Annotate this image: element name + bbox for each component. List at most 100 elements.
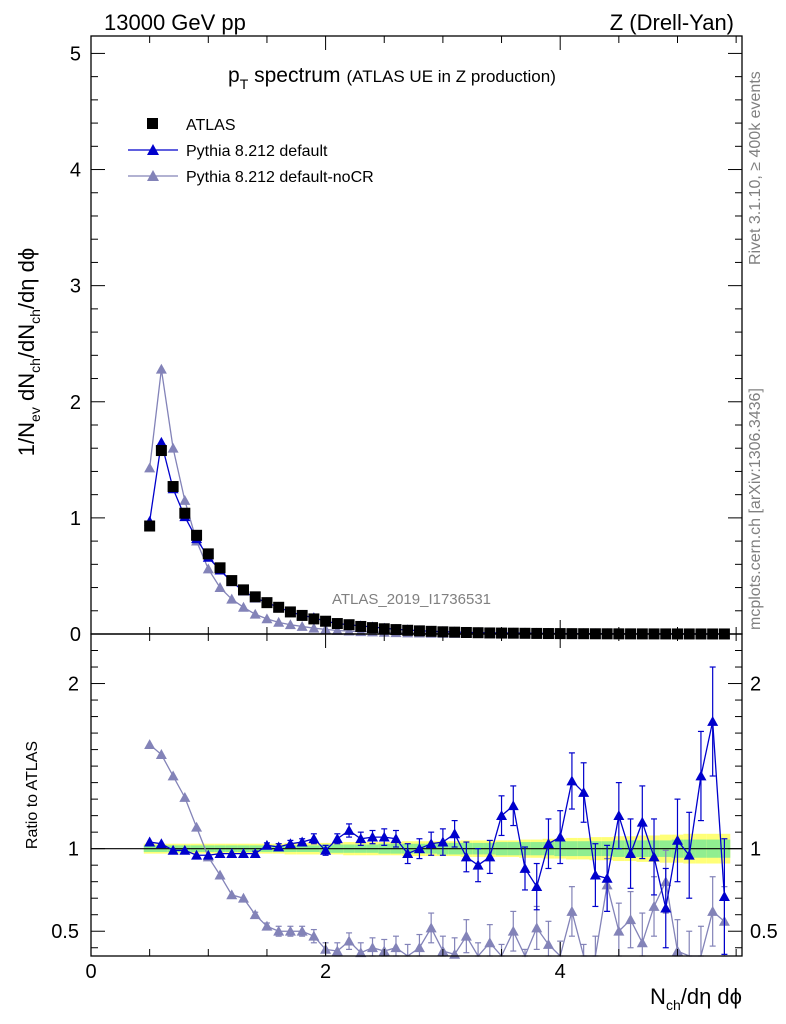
ratio-default-point — [144, 836, 156, 847]
ratio-nocr-point — [155, 749, 167, 759]
nocr-point — [249, 608, 261, 619]
atlas-point — [460, 626, 472, 638]
nocr-point — [144, 462, 156, 473]
ratio-panel-content — [91, 666, 742, 959]
nocr-point — [308, 622, 320, 633]
ratio-panel-frame — [90, 633, 743, 957]
ratio-default-point — [601, 872, 613, 883]
ratio-default-point — [449, 828, 461, 839]
ratio-default-point — [214, 848, 226, 859]
ratio-default-point — [355, 833, 367, 844]
legend-marker-atlas — [147, 118, 158, 129]
default-series — [144, 436, 730, 639]
ratio-default-point — [613, 810, 625, 821]
rivet-label: Rivet 3.1.10, ≥ 400k events — [747, 71, 764, 265]
ratio-nocr-point — [214, 869, 226, 880]
ratio-nocr-point — [613, 925, 625, 936]
ratio-nocr-point — [542, 938, 554, 949]
ratio-default-point — [284, 838, 296, 849]
title-sub: T — [240, 76, 249, 92]
ratio-default-point — [413, 843, 425, 854]
atlas-point — [355, 620, 367, 632]
atlas-point — [331, 618, 343, 630]
main-y-tick-label: 5 — [70, 43, 81, 65]
atlas-point — [472, 627, 484, 639]
atlas-point — [167, 481, 179, 493]
ratio-default-point — [566, 775, 578, 786]
atlas-point — [390, 624, 402, 636]
nocr-point — [296, 620, 308, 631]
ratio-nocr-point — [648, 900, 660, 911]
ratio-default-point — [636, 816, 648, 827]
ratio-default-point — [531, 881, 543, 892]
atlas-point — [202, 548, 214, 560]
legend-marker-default — [147, 144, 159, 155]
ratio-default-line — [149, 721, 726, 909]
ratio-nocr-point — [636, 937, 648, 948]
ratio-nocr-point — [261, 920, 273, 931]
nocr-point — [179, 494, 191, 505]
main-y-axis-label: 1/Nev dNch/dNch/dη dϕ — [14, 248, 43, 456]
ratio-default-point — [437, 836, 449, 847]
ratio-y-tick-label-left: 2 — [68, 674, 79, 696]
ratio-default-point — [249, 848, 261, 859]
ratio-y-tick-label-right: 2 — [750, 674, 761, 696]
legend-label-nocr: Pythia 8.212 default-noCR — [186, 169, 374, 186]
ratio-default-point — [155, 838, 167, 849]
ratio-default-point — [237, 848, 249, 859]
x-tick-label: 4 — [555, 961, 566, 983]
ratio-default-point — [331, 833, 343, 844]
default-point — [155, 436, 167, 447]
x-tick-label: 2 — [320, 961, 331, 983]
ratio-default-point — [707, 716, 719, 726]
ratio-nocr-point — [284, 925, 296, 936]
analysis-watermark: ATLAS_2019_I1736531 — [332, 591, 491, 608]
ratio-default-point — [367, 831, 379, 842]
ratio-nocr-point — [331, 945, 343, 956]
nocr-point — [214, 582, 226, 592]
ratio-default-point — [554, 831, 566, 842]
atlas-point — [237, 584, 249, 596]
ratio-default-point — [202, 849, 214, 860]
ratio-default-point — [179, 844, 191, 855]
ratio-default-series — [144, 666, 730, 955]
ratio-default-point — [226, 848, 238, 859]
header-process: Z (Drell-Yan) — [610, 10, 734, 35]
atlas-point — [249, 591, 261, 603]
atlas-point — [484, 627, 496, 639]
ratio-default-point — [273, 841, 285, 852]
ratio-default-point — [542, 838, 554, 849]
ratio-default-point — [261, 839, 273, 850]
ratio-nocr-point — [273, 925, 285, 936]
atlas-point — [191, 529, 203, 541]
ratio-nocr-point — [179, 791, 191, 802]
ratio-nocr-point — [237, 892, 249, 903]
main-y-tick-label: 2 — [70, 392, 81, 414]
ratio-nocr-point — [425, 922, 437, 933]
ratio-nocr-point — [484, 937, 496, 948]
ratio-y-axis-label: Ratio to ATLAS — [24, 741, 41, 849]
ratio-default-point — [625, 848, 637, 859]
ratio-nocr-point — [144, 739, 156, 750]
atlas-point — [273, 601, 285, 613]
ratio-default-point — [648, 851, 660, 862]
atlas-point — [179, 507, 191, 519]
ratio-nocr-point — [367, 942, 379, 953]
atlas-point — [261, 597, 273, 609]
nocr-point — [155, 363, 167, 374]
atlas-point — [296, 609, 308, 621]
mcplots-label: mcplots.cern.ch [arXiv:1306.3436] — [747, 388, 764, 630]
ratio-nocr-point — [226, 889, 238, 900]
atlas-point — [214, 562, 226, 574]
ratio-nocr-point — [566, 905, 578, 916]
nocr-point — [226, 593, 238, 604]
ratio-default-point — [671, 834, 683, 845]
atlas-point — [402, 624, 414, 636]
ratio-default-point — [460, 851, 472, 862]
nocr-point — [237, 601, 249, 612]
ratio-default-point — [320, 844, 332, 855]
main-y-tick-label: 4 — [70, 160, 81, 182]
ratio-y-tick-label-right: 1 — [750, 839, 761, 861]
ratio-nocr-point — [413, 942, 425, 953]
